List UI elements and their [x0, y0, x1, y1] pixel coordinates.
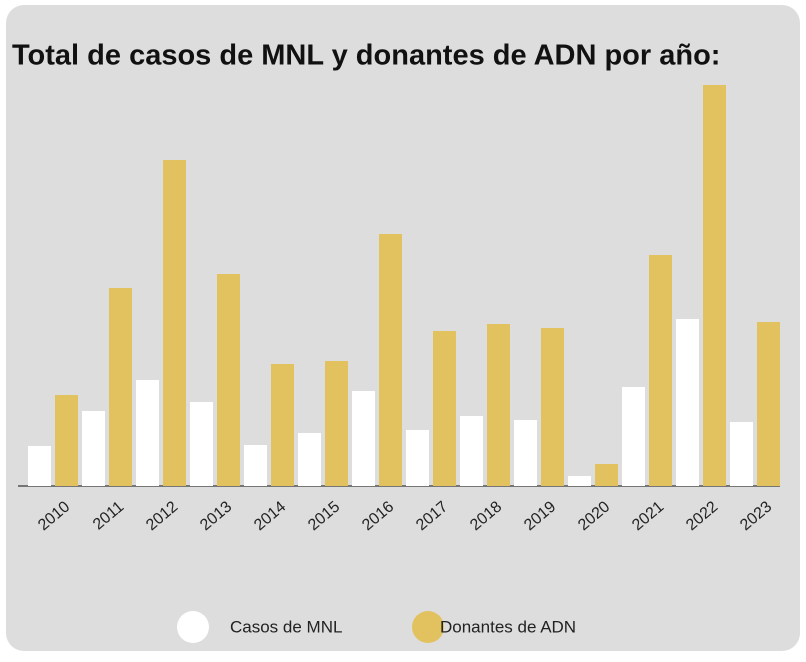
bar	[622, 387, 645, 486]
bar	[190, 402, 213, 486]
bar	[595, 464, 618, 486]
legend-label: Casos de MNL	[230, 617, 342, 636]
bar	[244, 445, 267, 486]
bar	[163, 160, 186, 486]
legend-swatch	[412, 611, 444, 643]
bar	[379, 234, 402, 486]
bar	[82, 411, 105, 486]
bar	[568, 476, 591, 486]
bar	[136, 380, 159, 486]
chart-title: Total de casos de MNL y donantes de ADN …	[12, 40, 720, 72]
legend-label: Donantes de ADN	[440, 617, 576, 636]
bar	[298, 433, 321, 486]
bar	[676, 319, 699, 486]
bar	[514, 420, 537, 486]
bar	[55, 395, 78, 486]
bar	[730, 422, 753, 486]
bar	[325, 361, 348, 486]
bar	[271, 364, 294, 486]
card	[6, 5, 800, 651]
bar	[541, 328, 564, 486]
bar	[460, 416, 483, 486]
legend-swatch	[177, 611, 209, 643]
bar	[406, 430, 429, 486]
bar	[109, 288, 132, 486]
bar	[217, 274, 240, 486]
bar	[487, 324, 510, 486]
bar	[757, 322, 780, 486]
bar	[28, 446, 51, 486]
bar	[433, 331, 456, 486]
bar	[703, 85, 726, 486]
bar	[649, 255, 672, 486]
bar	[352, 391, 375, 486]
